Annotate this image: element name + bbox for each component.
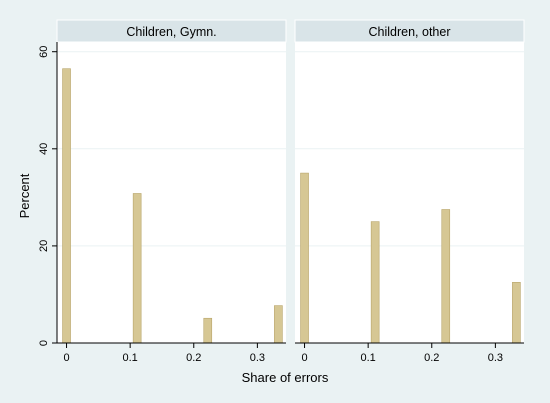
bar — [62, 68, 71, 344]
y-axis-ticks: 0 20 40 60 — [38, 46, 57, 346]
x-tick-label: 0 — [301, 352, 307, 364]
panel-2-gridlines — [295, 51, 524, 247]
x-tick-label: 0.2 — [186, 352, 201, 364]
x-tick-label: 0.3 — [488, 352, 503, 364]
panel-1-strip-label: Children, Gymn. — [126, 25, 216, 39]
panel-1-gridlines — [57, 51, 286, 247]
bar — [274, 305, 283, 344]
panel-2-strip-label: Children, other — [369, 25, 451, 39]
y-tick-label: 0 — [38, 340, 50, 346]
y-tick-label: 40 — [38, 143, 50, 155]
x-tick-label: 0.1 — [361, 352, 376, 364]
bar — [203, 317, 213, 344]
x-tick-label: 0.3 — [250, 352, 265, 364]
bar — [370, 221, 380, 344]
panel-2-plot-area — [295, 42, 524, 343]
y-axis-title: Percent — [17, 173, 32, 218]
bar — [132, 193, 142, 344]
x-tick-label: 0.2 — [424, 352, 439, 364]
bar — [441, 209, 451, 344]
panel-2: Children, other 0 0.1 0.2 0.3 — [294, 19, 525, 364]
x-axis-title: Share of errors — [242, 370, 329, 385]
y-tick-label: 60 — [38, 46, 50, 58]
x-tick-label: 0.1 — [123, 352, 138, 364]
bar — [512, 282, 521, 344]
panel-1-plot-area — [57, 42, 286, 343]
y-tick-label: 20 — [38, 240, 50, 252]
panel-1: Children, Gymn. 0 0.1 0.2 0.3 — [56, 19, 287, 364]
panel-1-x-ticks: 0 0.1 0.2 0.3 — [63, 343, 265, 364]
panel-2-x-ticks: 0 0.1 0.2 0.3 — [301, 343, 503, 364]
x-tick-label: 0 — [63, 352, 69, 364]
bar — [300, 172, 309, 344]
